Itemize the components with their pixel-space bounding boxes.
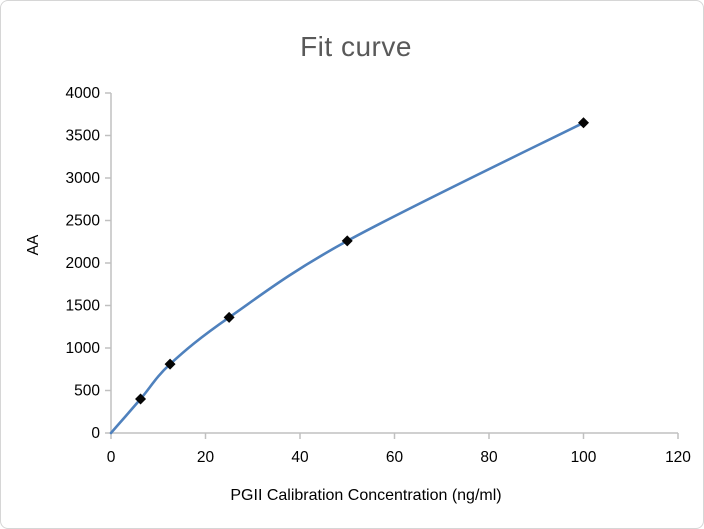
y-tick-label: 1000 xyxy=(66,340,101,357)
data-point-marker xyxy=(578,117,589,129)
y-tick-label: 500 xyxy=(74,383,100,400)
y-tick-label: 2000 xyxy=(66,255,101,272)
x-axis-title: PGII Calibration Concentration (ng/ml) xyxy=(230,487,502,504)
data-point-marker xyxy=(135,393,147,405)
y-tick-label: 1500 xyxy=(66,298,101,315)
data-point-marker xyxy=(164,358,176,370)
y-tick-label: 0 xyxy=(91,425,100,442)
x-tick-label: 20 xyxy=(197,449,215,466)
x-tick-label: 100 xyxy=(571,449,597,466)
x-tick-label: 80 xyxy=(480,449,498,466)
y-tick-label: 4000 xyxy=(66,85,101,102)
y-axis-title: AA xyxy=(25,234,42,256)
x-tick-label: 120 xyxy=(665,449,691,466)
y-tick-label: 2500 xyxy=(66,213,101,230)
x-tick-label: 0 xyxy=(107,449,116,466)
y-tick-label: 3000 xyxy=(66,170,101,187)
fit-curve-line xyxy=(109,121,585,435)
chart-title: Fit curve xyxy=(300,31,412,62)
data-point-marker xyxy=(223,311,235,323)
x-tick-label: 60 xyxy=(386,449,404,466)
data-point-marker xyxy=(341,235,353,247)
y-tick-label: 3500 xyxy=(66,128,101,145)
x-tick-label: 40 xyxy=(291,449,309,466)
